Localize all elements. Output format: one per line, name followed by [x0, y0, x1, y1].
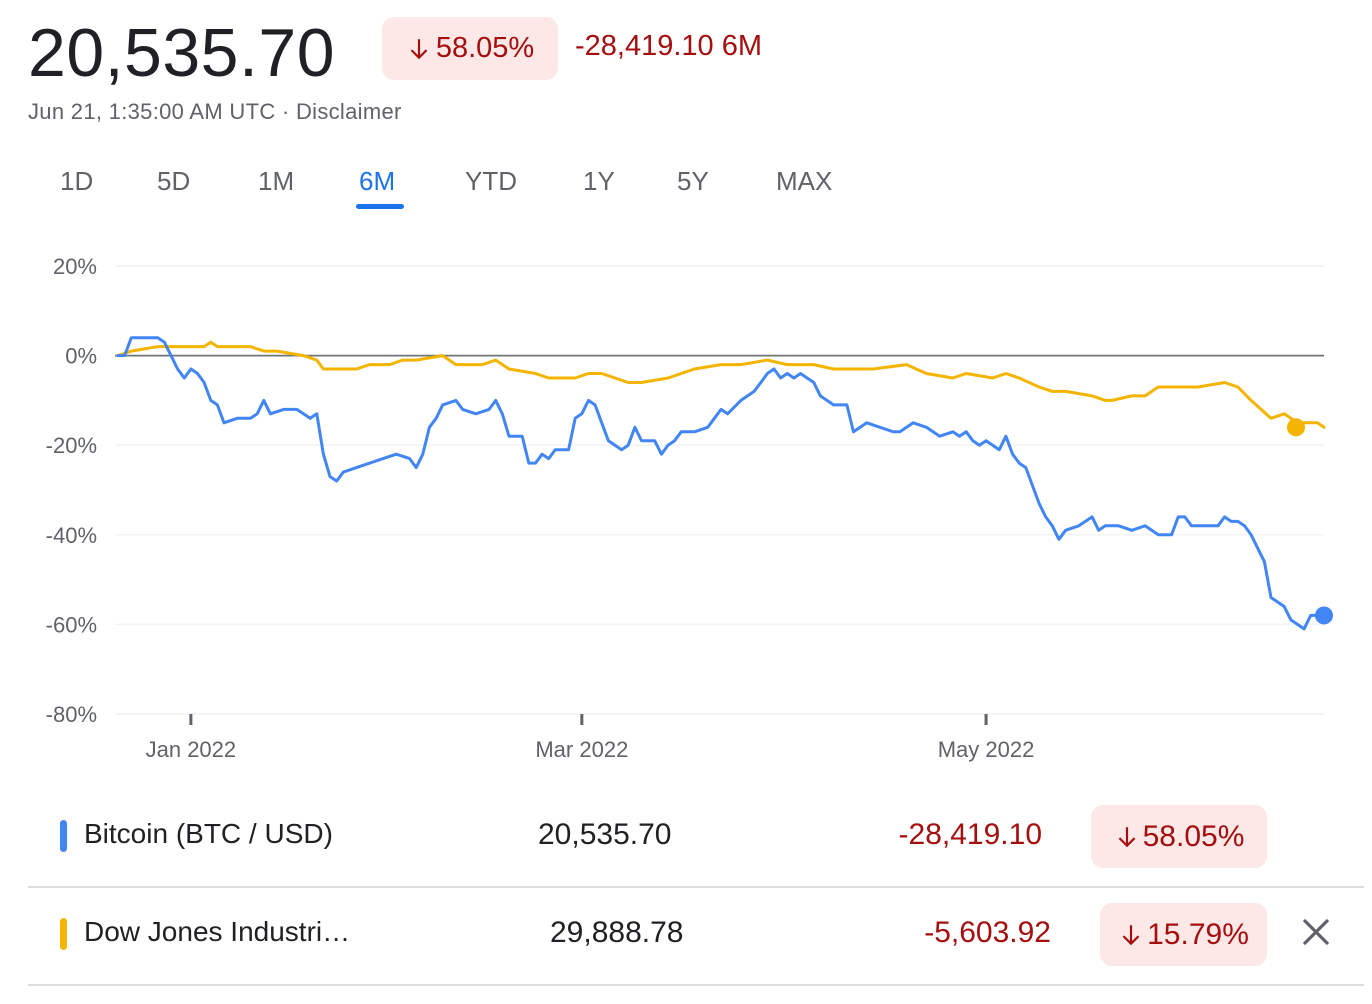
x-tick-label: May 2022 — [938, 737, 1035, 762]
tab-1y[interactable]: 1Y — [583, 166, 615, 196]
series-name: Dow Jones Industri… — [84, 916, 351, 947]
x-tick-label: Jan 2022 — [146, 737, 237, 762]
tab-1m[interactable]: 1M — [258, 166, 295, 196]
dji-end-dot — [1287, 418, 1305, 437]
y-tick-label: -20% — [46, 433, 97, 458]
current-price: 20,535.70 — [28, 15, 336, 91]
y-tick-label: -40% — [46, 523, 97, 548]
legend-row-dow-jones[interactable]: Dow Jones Industri… 29,888.78 -5,603.92 … — [28, 886, 1364, 986]
arrow-down-icon — [1122, 924, 1140, 945]
change-period: 6M — [721, 30, 763, 62]
btc-end-dot — [1315, 606, 1333, 625]
series-price: 29,888.78 — [550, 916, 684, 949]
range-tabs: 1D 5D 1M 6M YTD 1Y 5Y MAX — [0, 166, 900, 216]
dji-series-line — [116, 340, 1326, 429]
comparison-chart[interactable]: 20% 0% -20% -40% -60% -80% Jan 2022 Mar 2022 May… — [0, 240, 1372, 780]
series-name: Bitcoin (BTC / USD) — [84, 818, 333, 849]
series-percent-badge: 15.79% — [1100, 903, 1267, 966]
change-percent-badge: 58.05% — [382, 17, 558, 80]
tab-1d[interactable]: 1D — [60, 166, 94, 196]
x-tick-label: Mar 2022 — [535, 737, 628, 762]
y-tick-label: 20% — [53, 254, 97, 279]
series-price: 20,535.70 — [538, 818, 672, 851]
btc-series-line — [116, 336, 1326, 631]
btc-color-swatch — [60, 820, 67, 852]
close-icon[interactable] — [1298, 914, 1334, 950]
series-percent-value: 15.79% — [1147, 917, 1249, 951]
y-tick-label: -60% — [46, 612, 97, 637]
tab-max[interactable]: MAX — [776, 166, 833, 196]
tab-5d[interactable]: 5D — [157, 166, 191, 196]
series-percent-value: 58.05% — [1142, 819, 1245, 853]
series-change: -28,419.10 — [898, 818, 1042, 851]
y-tick-label: 0% — [65, 344, 97, 369]
tab-ytd[interactable]: YTD — [465, 166, 517, 196]
arrow-down-icon — [1118, 826, 1135, 847]
change-absolute-value: -28,419.10 — [575, 30, 714, 62]
y-tick-label: -80% — [46, 702, 97, 727]
active-tab-indicator — [356, 204, 404, 209]
series-percent-badge: 58.05% — [1091, 805, 1267, 868]
tab-6m[interactable]: 6M — [359, 166, 396, 196]
dji-color-swatch — [60, 918, 67, 950]
arrow-down-icon — [410, 38, 428, 59]
timestamp-disclaimer[interactable]: Jun 21, 1:35:00 AM UTC · Disclaimer — [28, 99, 402, 124]
series-change: -5,603.92 — [924, 916, 1051, 949]
change-absolute: -28,419.10 6M — [575, 30, 762, 63]
change-percent-value: 58.05% — [435, 32, 535, 64]
tab-5y[interactable]: 5Y — [677, 166, 709, 196]
legend-row-bitcoin[interactable]: Bitcoin (BTC / USD) 20,535.70 -28,419.10… — [28, 788, 1364, 888]
